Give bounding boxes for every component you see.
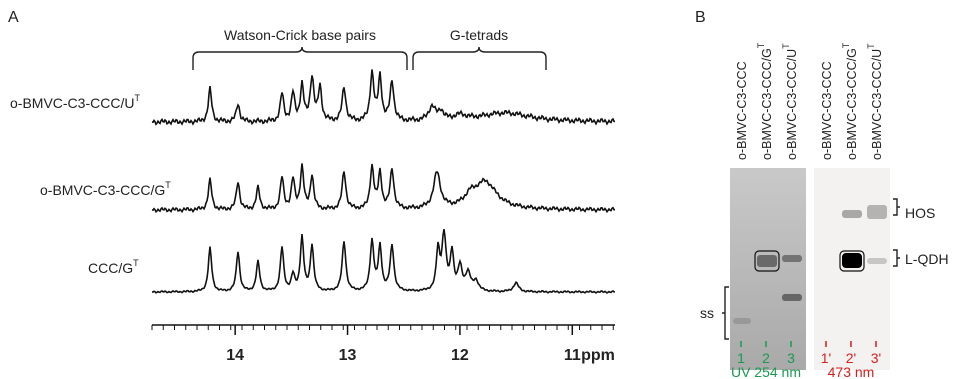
sample-label: o-BMVC-C3-CCC/UT xyxy=(781,43,799,160)
sample-label: o-BMVC-C3-CCC/GT xyxy=(756,42,774,160)
label-text: o-BMVC-C3-CCC/U xyxy=(870,49,884,160)
label-text: o-BMVC-C3-CCC xyxy=(735,61,749,160)
superscript: T xyxy=(134,93,140,103)
gel-uv xyxy=(730,168,806,370)
label-text: o-BMVC-C3-CCC/U xyxy=(10,95,134,111)
band-label: HOS xyxy=(905,205,935,221)
label-text: CCC/G xyxy=(88,260,133,276)
condition: 473 nm xyxy=(828,364,875,379)
x-tick-label: 12 xyxy=(451,347,469,364)
sample-label: CCC/GT xyxy=(88,258,139,276)
gel-fluor xyxy=(814,168,890,370)
label-text: o-BMVC-C3-CCC/G xyxy=(845,48,859,160)
spectrum xyxy=(152,229,615,293)
sample-label: o-BMVC-C3-CCC/GT xyxy=(40,180,171,198)
condition: UV 254 nm xyxy=(731,364,801,379)
figure: A Watson-Crick base pairs G-tetrads 14 13… xyxy=(0,0,960,379)
label-text: o-BMVC-C3-CCC/G xyxy=(40,182,165,198)
bracket-label: Watson-Crick base pairs xyxy=(224,27,376,43)
superscript: T xyxy=(866,43,876,49)
bracket xyxy=(893,250,900,266)
superscript: T xyxy=(781,43,791,49)
x-tick-label: 13 xyxy=(339,347,357,364)
sample-label: o-BMVC-C3-CCC/GT xyxy=(841,42,859,160)
sample-label: o-BMVC-C3-CCC/UT xyxy=(866,43,884,160)
spectrum xyxy=(152,70,615,125)
spectra xyxy=(152,70,615,293)
x-tick-label: 11 xyxy=(564,347,581,364)
spectrum xyxy=(152,163,615,211)
page: {"panel_a": {"label": "A", "brackets": [… xyxy=(0,0,960,379)
superscript: T xyxy=(841,42,851,48)
sample-label: o-BMVC-C3-CCC xyxy=(735,61,749,160)
bracket xyxy=(413,47,546,70)
bracket xyxy=(893,199,900,215)
label-text: o-BMVC-C3-CCC/U xyxy=(785,49,799,160)
x-tick-label: 14 xyxy=(226,347,244,364)
band-label: L-QDH xyxy=(905,251,949,267)
axis: 14 13 12 11 xyxy=(152,325,613,364)
label-text: o-BMVC-C3-CCC/G xyxy=(760,48,774,160)
superscript: T xyxy=(756,42,766,48)
bracket xyxy=(722,287,729,339)
panel-label: B xyxy=(695,9,706,26)
bracket-label: G-tetrads xyxy=(450,27,508,43)
superscript: T xyxy=(165,180,171,190)
sample-label: o-BMVC-C3-CCC/UT xyxy=(10,93,140,111)
axis-label: ppm xyxy=(581,347,615,364)
bracket xyxy=(193,47,407,70)
band-label: ss xyxy=(700,305,714,321)
superscript: T xyxy=(133,258,139,268)
label-text: o-BMVC-C3-CCC xyxy=(820,61,834,160)
panel-label: A xyxy=(8,9,19,26)
sample-label: o-BMVC-C3-CCC xyxy=(820,61,834,160)
